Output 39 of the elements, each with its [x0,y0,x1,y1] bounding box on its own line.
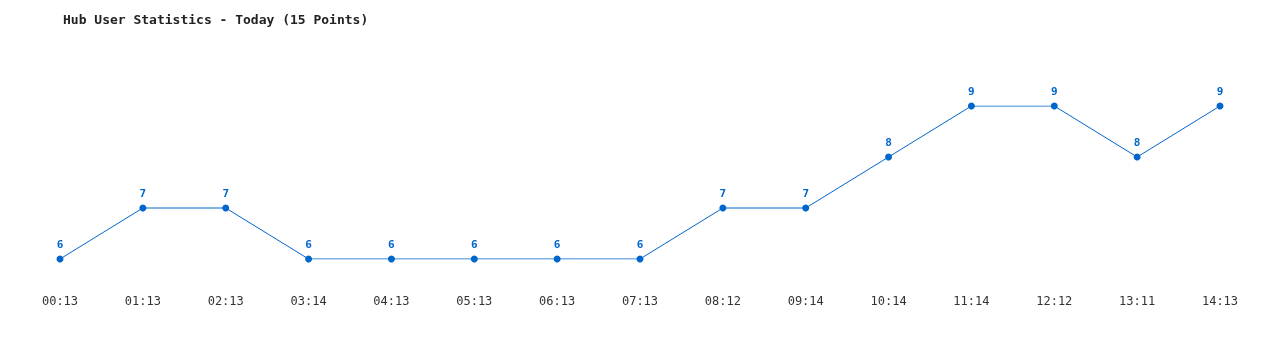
x-tick-label: 12:12 [1036,294,1073,308]
x-tick-label: 14:13 [1201,294,1239,308]
data-label: 8 [1133,135,1141,149]
data-label: 6 [636,237,644,251]
x-tick-label: 05:13 [456,294,493,308]
point [1050,102,1058,110]
x-tick-label: 03:14 [290,294,327,308]
x-tick-label: 04:13 [373,294,410,308]
data-label: 7 [222,186,230,200]
data-label: 6 [553,237,561,251]
point [222,204,230,212]
x-tick-label: 06:13 [539,294,576,308]
data-label: 6 [56,237,64,251]
point [305,255,313,263]
x-tick-label: 08:12 [704,294,741,308]
x-tick-label: 13:11 [1119,294,1156,308]
x-tick-label: 11:14 [953,294,990,308]
point [967,102,975,110]
data-label: 9 [1216,84,1224,98]
chart-title: Hub User Statistics - Today (15 Points) [63,12,369,27]
data-label: 8 [885,135,892,149]
x-tick-label: 07:13 [621,294,659,308]
data-label: 9 [968,84,975,98]
data-label: 6 [388,237,396,251]
point [387,255,395,263]
data-label: 7 [139,186,147,200]
x-tick-label: 09:14 [787,294,824,308]
data-label: 7 [802,186,810,200]
x-tick-label: 00:13 [41,294,79,308]
x-tick-label: 02:13 [207,294,244,308]
data-label: 7 [719,186,727,200]
data-label: 6 [470,237,478,251]
point [802,204,810,212]
data-label: 9 [1050,84,1058,98]
point [470,255,478,263]
point [885,153,893,161]
x-tick-label: 01:13 [124,294,161,308]
data-label: 6 [305,237,313,251]
x-tick-label: 10:14 [870,294,907,308]
